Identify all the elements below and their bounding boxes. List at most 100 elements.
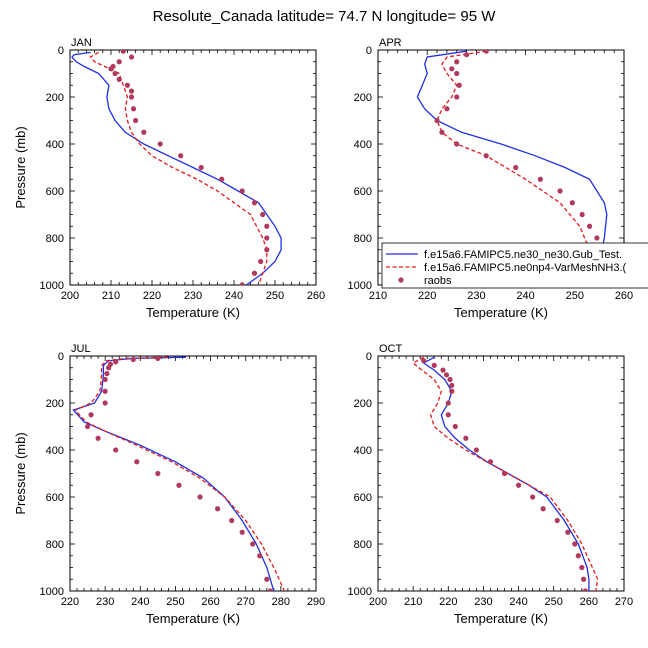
raobs-point — [586, 223, 593, 229]
x-tick-label: 240 — [509, 596, 527, 608]
y-tick-label: 1000 — [348, 280, 372, 292]
x-tick-label: 230 — [184, 290, 202, 302]
raobs-point — [104, 371, 110, 377]
raobs-point — [439, 129, 445, 135]
raobs-point — [513, 164, 519, 171]
raobs-point — [264, 223, 270, 229]
raobs-point — [483, 153, 489, 159]
x-tick-label: 260 — [615, 290, 633, 302]
series-line-ne30 — [416, 50, 608, 285]
chart-panel-oct: 200 210 220 230 240 250 260 270 0 200 400 600 800 100… — [348, 343, 634, 626]
raobs-point — [176, 482, 182, 488]
x-tick-label: 240 — [516, 290, 534, 302]
raobs-point — [133, 117, 139, 124]
x-tick-label: 280 — [272, 596, 290, 608]
raobs-point — [113, 447, 119, 453]
x-tick-label: 210 — [102, 290, 120, 302]
y-tick-label: 800 — [354, 539, 372, 551]
y-tick-label: 400 — [46, 445, 64, 457]
raobs-point — [128, 94, 135, 100]
panel-label: JUL — [71, 343, 91, 355]
raobs-point — [537, 176, 543, 182]
x-tick-label: 220 — [439, 596, 457, 608]
raobs-point — [141, 129, 147, 135]
x-tick-label: 290 — [307, 596, 325, 608]
x-tick-label: 270 — [615, 596, 633, 608]
y-tick-label: 800 — [46, 233, 64, 245]
raobs-point — [239, 282, 245, 285]
raobs-point — [575, 553, 581, 559]
x-tick-label: 220 — [418, 290, 436, 302]
raobs-point — [579, 211, 585, 218]
raobs-point — [84, 423, 91, 430]
raobs-point — [239, 529, 245, 535]
raobs-point — [582, 588, 588, 591]
raobs-point — [239, 188, 245, 194]
raobs-point — [540, 506, 546, 512]
x-tick-label: 240 — [131, 596, 149, 608]
y-tick-label: 1000 — [40, 586, 64, 598]
raobs-point — [557, 188, 563, 194]
raobs-point — [102, 400, 108, 406]
raobs-point — [434, 117, 440, 124]
raobs-point — [95, 435, 101, 441]
panel-label: OCT — [379, 343, 403, 355]
raobs-point — [251, 270, 258, 276]
raobs-point — [452, 423, 458, 430]
raobs-point — [116, 59, 122, 65]
x-tick-label: 210 — [404, 596, 422, 608]
x-tick-label: 230 — [474, 596, 492, 608]
raobs-point — [501, 470, 508, 477]
raobs-point — [198, 164, 204, 171]
raobs-point — [594, 235, 600, 241]
raobs-point — [454, 141, 460, 147]
panel-label: APR — [379, 37, 402, 49]
raobs-point — [112, 70, 118, 77]
y-tick-label: 1000 — [348, 586, 372, 598]
series-line-varmesh — [436, 50, 596, 285]
raobs-point — [120, 50, 126, 54]
x-tick-label: 200 — [369, 596, 387, 608]
series-line-ne30 — [71, 51, 282, 285]
raobs-point — [113, 359, 119, 365]
raobs-point — [215, 506, 221, 512]
y-tick-label: 800 — [354, 233, 372, 245]
raobs-point — [515, 482, 522, 488]
y-tick-label: 400 — [46, 139, 64, 151]
figure-title: Resolute_Canada latitude= 74.7 N longitu… — [153, 8, 497, 25]
raobs-point — [445, 412, 451, 418]
raobs-point — [128, 88, 135, 94]
raobs-point — [219, 176, 225, 182]
y-tick-label: 0 — [58, 45, 64, 57]
raobs-point — [449, 382, 455, 388]
raobs-point — [260, 211, 266, 218]
raobs-point — [530, 494, 536, 500]
x-tick-label: 240 — [225, 290, 243, 302]
raobs-point — [106, 365, 112, 371]
raobs-point — [157, 141, 163, 147]
raobs-point — [443, 372, 450, 378]
raobs-point — [134, 459, 140, 465]
raobs-point — [421, 358, 427, 364]
y-tick-label: 1000 — [40, 280, 64, 292]
y-tick-label: 400 — [354, 139, 372, 151]
raobs-point — [124, 82, 130, 88]
legend: f.e15a6.FAMIPC5.ne30_ne30.Gub_Test.f.e15… — [381, 242, 648, 289]
y-tick-label: 600 — [354, 492, 372, 504]
raobs-point — [88, 412, 94, 418]
raobs-point — [463, 52, 470, 58]
series-line-varmesh — [74, 356, 285, 591]
x-tick-label: 250 — [566, 290, 584, 302]
x-tick-label: 260 — [201, 596, 219, 608]
raobs-point — [250, 541, 256, 547]
legend-entry-label: f.e15a6.FAMIPC5.ne0np4-VarMeshNH3.( — [424, 262, 627, 274]
raobs-point — [130, 106, 137, 112]
raobs-point — [116, 76, 122, 82]
y-tick-label: 600 — [354, 186, 372, 198]
raobs-point — [197, 494, 203, 500]
series-layer — [411, 356, 599, 591]
y-tick-label: 200 — [354, 398, 372, 410]
raobs-point — [473, 447, 479, 453]
y-tick-label: 400 — [354, 445, 372, 457]
panel-label: JAN — [71, 37, 92, 49]
